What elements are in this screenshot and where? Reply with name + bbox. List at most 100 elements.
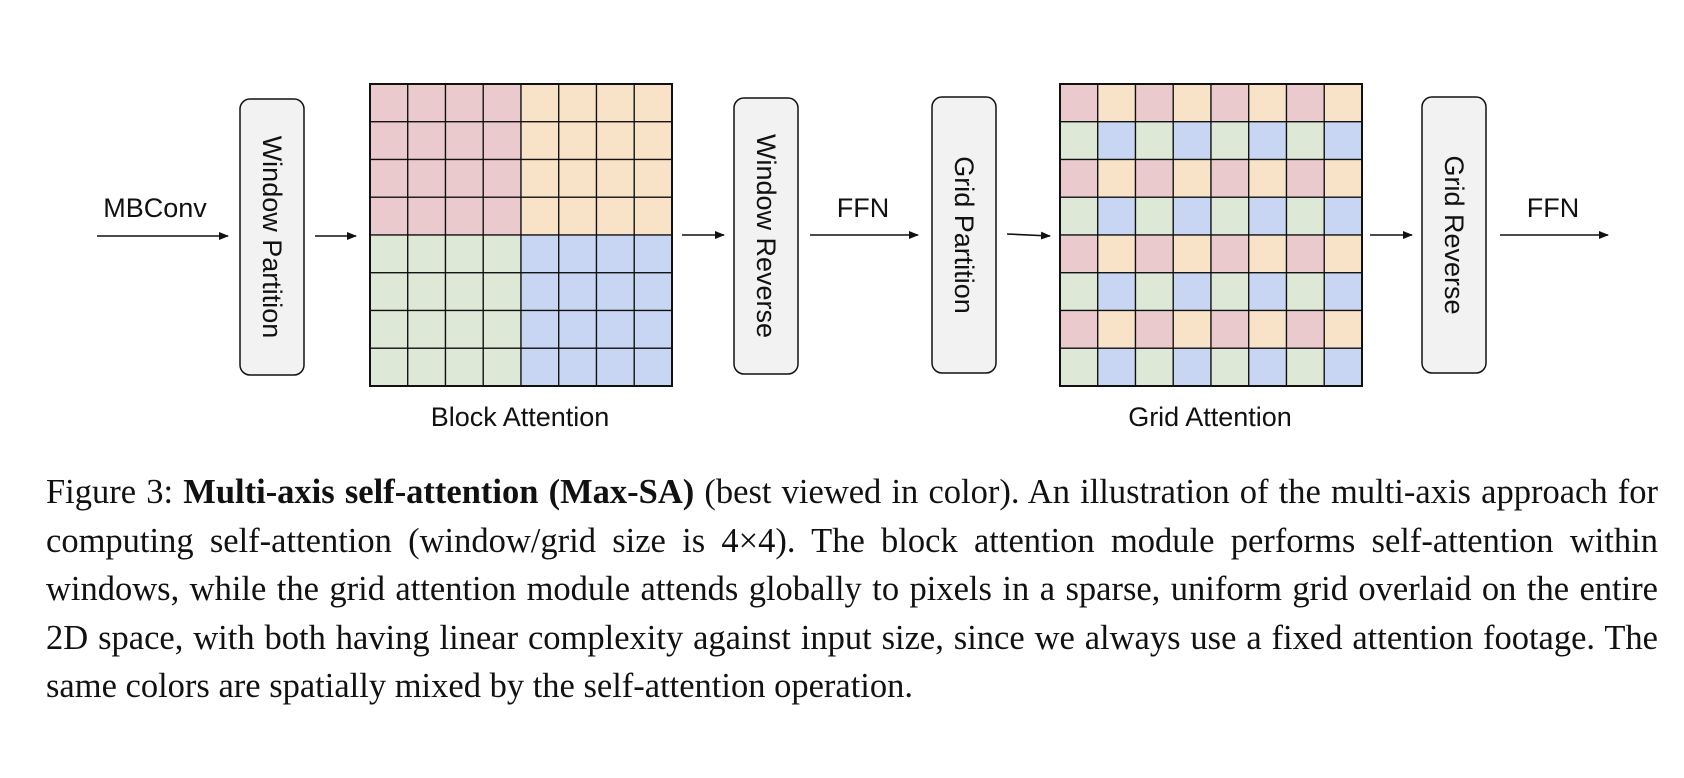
block-attention-cell bbox=[520, 158, 560, 198]
block-attention-cell bbox=[558, 196, 598, 236]
block-attention-border bbox=[369, 83, 673, 387]
block-attention-cell bbox=[558, 272, 598, 312]
block-attention-cell bbox=[369, 196, 409, 236]
grid-attention-cell bbox=[1210, 309, 1250, 349]
block-attention-cell bbox=[369, 272, 409, 312]
grid-partition-box bbox=[931, 96, 997, 374]
block-attention-cell bbox=[595, 83, 635, 123]
grid-attention-cell bbox=[1323, 83, 1363, 123]
grid-attention-cell bbox=[1172, 309, 1212, 349]
block-attention-cell bbox=[482, 121, 522, 161]
grid-attention-cell bbox=[1285, 121, 1325, 161]
block-attention-cell bbox=[633, 234, 673, 274]
block-attention-cell bbox=[444, 196, 484, 236]
grid-attention-cell bbox=[1323, 309, 1363, 349]
block-attention-cell bbox=[633, 309, 673, 349]
grid-attention-label: Grid Attention bbox=[1128, 402, 1292, 432]
block-attention-cell bbox=[633, 272, 673, 312]
block-attention-cell bbox=[444, 347, 484, 387]
block-attention-cell bbox=[369, 83, 409, 123]
block-attention-cell bbox=[558, 121, 598, 161]
block-attention-cell bbox=[369, 309, 409, 349]
block-attention-cell bbox=[595, 121, 635, 161]
window-partition-label: Window Partition bbox=[257, 136, 287, 339]
grid-attention-cell bbox=[1285, 234, 1325, 274]
grid-attention-cell bbox=[1285, 83, 1325, 123]
grid-attention-cell bbox=[1059, 83, 1099, 123]
block-attention-cell bbox=[520, 309, 560, 349]
grid-attention-cell bbox=[1172, 158, 1212, 198]
grid-attention-cell bbox=[1059, 158, 1099, 198]
caption-prefix: Figure 3: bbox=[46, 473, 184, 511]
grid-attention-cell bbox=[1210, 347, 1250, 387]
block-attention-label: Block Attention bbox=[431, 402, 610, 432]
grid-attention-cell bbox=[1285, 309, 1325, 349]
grid-attention-cell bbox=[1134, 121, 1174, 161]
caption-title: Multi-axis self-attention (Max-SA) bbox=[183, 473, 695, 511]
block-attention-cell bbox=[482, 234, 522, 274]
grid-attention-cell bbox=[1097, 158, 1137, 198]
grid-attention-cell bbox=[1134, 158, 1174, 198]
arrow-to-grid-attention bbox=[1006, 231, 1051, 240]
grid-attention-cell bbox=[1172, 121, 1212, 161]
grid-attention-cell bbox=[1248, 196, 1288, 236]
mbconv-label: MBConv bbox=[103, 193, 207, 223]
grid-attention-cell bbox=[1097, 347, 1137, 387]
grid-attention-cell bbox=[1172, 234, 1212, 274]
ffn-label-1: FFN bbox=[837, 193, 889, 223]
block-attention-cell bbox=[595, 196, 635, 236]
grid-attention-cell bbox=[1248, 234, 1288, 274]
grid-attention-cell bbox=[1172, 347, 1212, 387]
block-attention-cell bbox=[558, 158, 598, 198]
block-attention-cell bbox=[520, 347, 560, 387]
block-attention-cell bbox=[595, 158, 635, 198]
grid-attention-cell bbox=[1059, 234, 1099, 274]
block-attention-cell bbox=[633, 121, 673, 161]
grid-reverse-box bbox=[1421, 96, 1487, 374]
grid-attention-cell bbox=[1248, 121, 1288, 161]
grid-attention-cell bbox=[1210, 234, 1250, 274]
block-attention-cell bbox=[369, 347, 409, 387]
grid-attention-cell bbox=[1097, 196, 1137, 236]
grid-attention-cell bbox=[1248, 158, 1288, 198]
grid-attention-grid bbox=[1059, 83, 1363, 387]
block-attention-cell bbox=[444, 121, 484, 161]
block-attention-cell bbox=[520, 196, 560, 236]
block-attention-cell bbox=[407, 234, 447, 274]
grid-attention-cell bbox=[1323, 121, 1363, 161]
block-attention-cell bbox=[482, 158, 522, 198]
block-attention-cell bbox=[482, 309, 522, 349]
block-attention-cell bbox=[595, 347, 635, 387]
grid-attention-cell bbox=[1097, 121, 1137, 161]
grid-attention-cell bbox=[1134, 196, 1174, 236]
block-attention-cell bbox=[633, 158, 673, 198]
block-attention-cell bbox=[369, 234, 409, 274]
grid-attention-cell bbox=[1097, 272, 1137, 312]
ffn-label-2: FFN bbox=[1527, 193, 1579, 223]
block-attention-cell bbox=[407, 309, 447, 349]
grid-attention-cell bbox=[1059, 309, 1099, 349]
block-attention-cell bbox=[444, 158, 484, 198]
block-attention-cell bbox=[444, 309, 484, 349]
grid-attention-cell bbox=[1059, 196, 1099, 236]
grid-attention-cell bbox=[1248, 272, 1288, 312]
max-sa-diagram: MBConv Window Partition Block Attention … bbox=[97, 83, 1609, 432]
grid-attention-cell bbox=[1248, 309, 1288, 349]
grid-attention-cell bbox=[1134, 272, 1174, 312]
grid-attention-cell bbox=[1134, 234, 1174, 274]
block-attention-cell bbox=[520, 83, 560, 123]
block-attention-cell bbox=[482, 347, 522, 387]
block-attention-cell bbox=[633, 83, 673, 123]
block-attention-cell bbox=[407, 121, 447, 161]
block-attention-cell bbox=[407, 158, 447, 198]
grid-attention-cell bbox=[1097, 83, 1137, 123]
grid-attention-cell bbox=[1210, 196, 1250, 236]
window-reverse-label: Window Reverse bbox=[751, 134, 781, 338]
grid-attention-cell bbox=[1323, 196, 1363, 236]
grid-reverse-label: Grid Reverse bbox=[1439, 155, 1469, 314]
window-partition-box bbox=[239, 98, 305, 376]
block-attention-cell bbox=[595, 234, 635, 274]
grid-attention-border bbox=[1059, 83, 1363, 387]
block-attention-cell bbox=[482, 196, 522, 236]
block-attention-cell bbox=[520, 234, 560, 274]
